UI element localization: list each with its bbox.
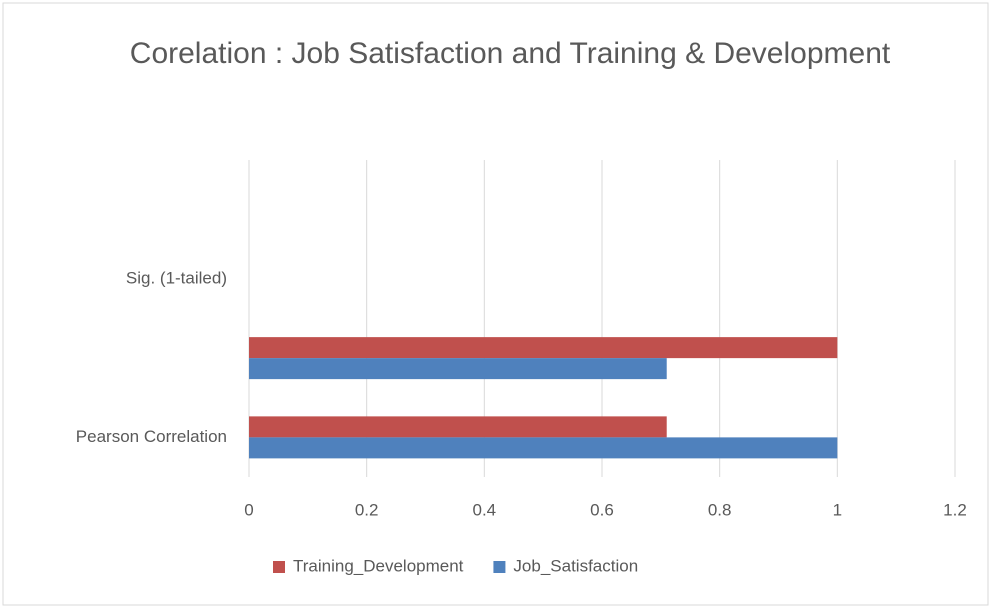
x-tick-label: 1.2: [943, 500, 967, 519]
legend-label: Training_Development: [293, 556, 464, 575]
x-tick-label: 0.8: [708, 500, 732, 519]
bar: [249, 358, 667, 380]
bar: [249, 337, 838, 359]
y-tick-label: Pearson Correlation: [76, 427, 227, 446]
x-tick-label: 1: [833, 500, 842, 519]
x-tick-label: 0: [244, 500, 253, 519]
x-tick-label: 0.6: [590, 500, 614, 519]
bar: [249, 437, 838, 459]
legend-label: Job_Satisfaction: [513, 556, 638, 575]
x-tick-label: 0.2: [355, 500, 379, 519]
x-tick-label: 0.4: [473, 500, 497, 519]
legend-swatch: [273, 561, 285, 573]
chart-title: Corelation : Job Satisfaction and Traini…: [129, 37, 891, 70]
bar: [249, 416, 667, 438]
y-tick-label: Sig. (1-tailed): [126, 268, 227, 287]
legend-swatch: [493, 561, 506, 573]
